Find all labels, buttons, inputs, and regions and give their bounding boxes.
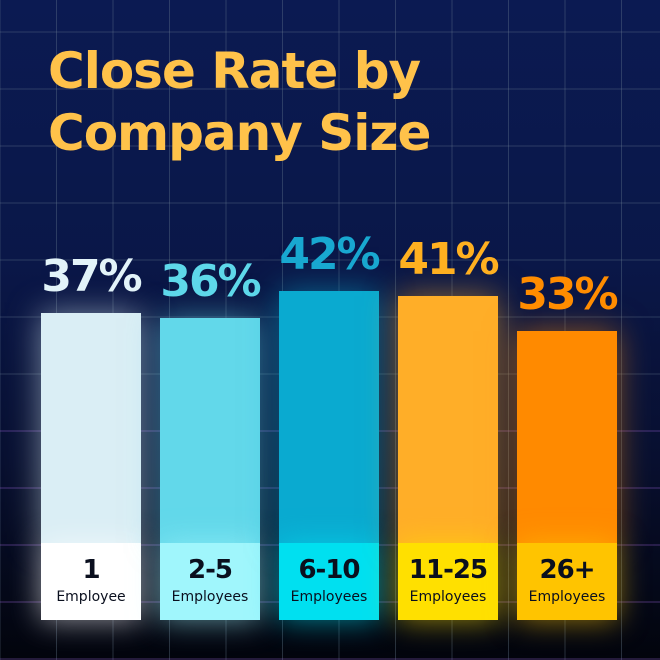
category-label: 2-5 Employees (160, 543, 260, 620)
value-label: 33% (517, 269, 618, 321)
category-label: 11-25 Employees (398, 543, 498, 620)
bar (398, 295, 498, 543)
category-number: 1 (82, 555, 100, 585)
category-label: 26+ Employees (517, 543, 617, 620)
category-unit: Employees (290, 589, 368, 605)
category-number: 11-25 (408, 555, 488, 585)
category-unit: Employees (409, 589, 487, 605)
category-unit: Employee (56, 589, 126, 605)
category-number: 6-10 (298, 555, 360, 585)
bar (517, 331, 617, 543)
value-label: 41% (398, 233, 499, 285)
title-line-1: Close Rate by (48, 42, 421, 100)
category-unit: Employees (171, 589, 249, 605)
title-line-2: Company Size (48, 104, 431, 162)
category-number: 2-5 (188, 555, 233, 585)
category-label: 1 Employee (41, 543, 141, 620)
category-unit: Employees (528, 589, 606, 605)
value-label: 36% (160, 255, 261, 307)
bar (279, 291, 379, 543)
value-label: 37% (41, 251, 142, 303)
bar (41, 313, 141, 543)
chart-title: Close Rate by Company Size (48, 40, 431, 164)
category-label: 6-10 Employees (279, 543, 379, 620)
bar (160, 317, 260, 543)
value-label: 42% (279, 229, 380, 281)
category-number: 26+ (539, 555, 596, 585)
